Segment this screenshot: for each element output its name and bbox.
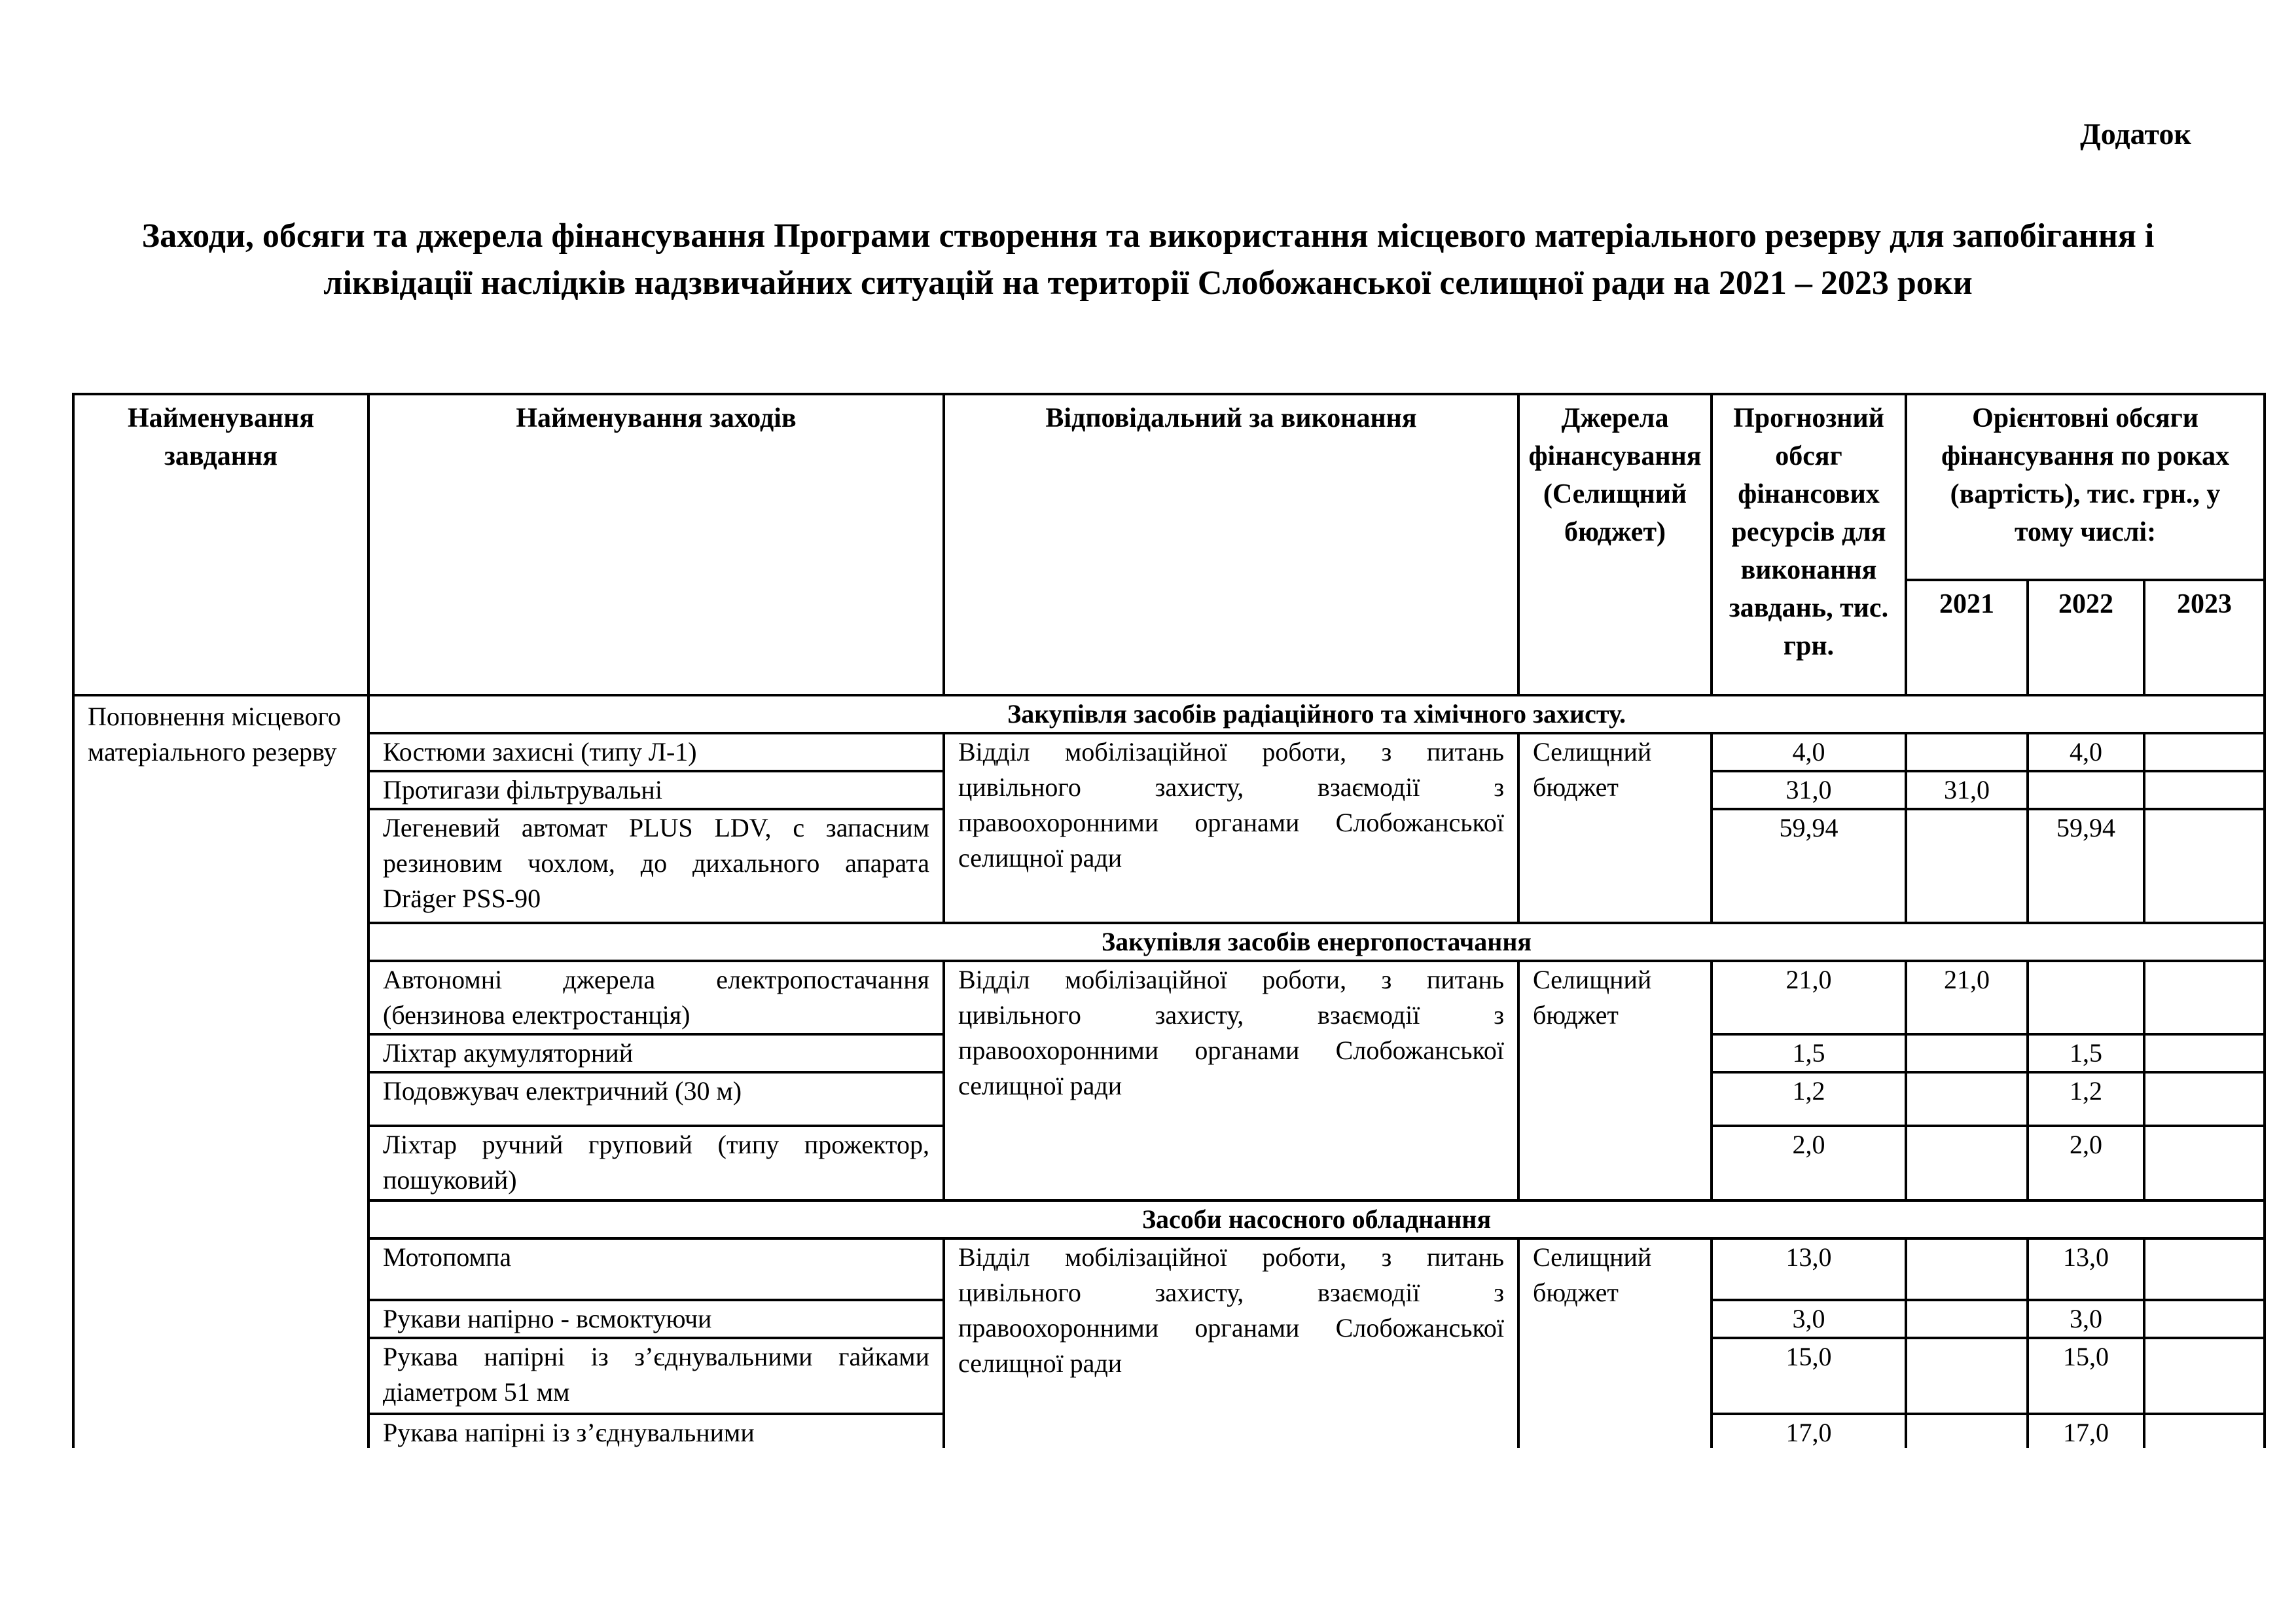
measure-name: Рукава напірні із з’єднувальними гайками…	[367, 1337, 945, 1415]
section-row: Засоби насосного обладнання	[73, 1199, 2266, 1240]
measure-name: Мотопомпа	[367, 1237, 945, 1301]
table-row: Легеневий автомат PLUS LDV, с запасним р…	[73, 808, 2266, 924]
forecast-total: 1,2	[1710, 1071, 1907, 1127]
forecast-total: 59,94	[1710, 808, 1907, 924]
amount-2021	[1905, 1299, 2029, 1339]
financing-table: Найменування завдання Найменування заход…	[72, 393, 2266, 1448]
header-year-2023: 2023	[2142, 579, 2266, 696]
measure-name: Костюми захисні (типу Л-1)	[367, 732, 945, 772]
measure-name: Рукава напірні із з’єднувальними	[367, 1413, 945, 1448]
document-title: Заходи, обсяги та джерела фінансування П…	[141, 217, 2155, 302]
amount-2023	[2142, 1299, 2266, 1339]
amount-2022: 1,5	[2026, 1033, 2145, 1074]
header-forecast: Прогнозний обсяг фінансових ресурсів для…	[1710, 393, 1907, 696]
measure-name: Подовжувач електричний (30 м)	[367, 1071, 945, 1127]
amount-2023	[2142, 1413, 2266, 1448]
header-source: Джерела фінансування (Селищний бюджет)	[1517, 393, 1713, 696]
forecast-total: 13,0	[1710, 1237, 1907, 1301]
amount-2023	[2142, 1237, 2266, 1301]
appendix-label: Додаток	[2080, 117, 2191, 151]
amount-2023	[2142, 1071, 2266, 1127]
header-responsible: Відповідальний за виконання	[942, 393, 1520, 696]
table-row: Рукави напірно - всмоктуючи 3,0 3,0	[73, 1299, 2266, 1339]
amount-2021	[1905, 1125, 2029, 1202]
amount-2022: 59,94	[2026, 808, 2145, 924]
amount-2023	[2142, 808, 2266, 924]
section-row: Поповнення місцевого матеріального резер…	[72, 694, 2266, 1448]
forecast-total: 21,0	[1710, 960, 1907, 1036]
amount-2022: 2,0	[2026, 1125, 2145, 1202]
source-cell: Селищний бюджет	[1517, 732, 1713, 924]
amount-2021	[1905, 1033, 2029, 1074]
responsible-cell: Відділ мобілізаційної роботи, з питань ц…	[942, 732, 1520, 924]
forecast-total: 15,0	[1710, 1337, 1907, 1415]
amount-2022	[2026, 770, 2145, 810]
amount-2023	[2142, 1337, 2266, 1415]
forecast-total: 2,0	[1710, 1125, 1907, 1202]
table-row: Мотопомпа Відділ мобілізаційної роботи, з…	[73, 1237, 2266, 1448]
table-row: Рукава напірні із з’єднувальними 17,0 17,0	[73, 1413, 2266, 1448]
table-row: Костюми захисні (типу Л-1) Відділ мобіліз…	[73, 732, 2266, 924]
table-row: Ліхтар акумуляторний 1,5 1,5	[73, 1033, 2266, 1074]
measure-name: Легеневий автомат PLUS LDV, с запасним р…	[367, 808, 945, 924]
table-body: Поповнення місцевого матеріального резер…	[72, 694, 2266, 1448]
amount-2022: 3,0	[2026, 1299, 2145, 1339]
amount-2022: 15,0	[2026, 1337, 2145, 1415]
amount-2021	[1905, 1413, 2029, 1448]
measure-name: Протигази фільтрувальні	[367, 770, 945, 810]
measure-name: Ліхтар ручний груповий (типу прожектор, …	[367, 1125, 945, 1202]
section-title: Закупівля засобів радіаційного та хімічн…	[367, 694, 2266, 734]
forecast-total: 1,5	[1710, 1033, 1907, 1074]
amount-2023	[2142, 960, 2266, 1036]
responsible-cell: Відділ мобілізаційної роботи, з питань ц…	[942, 960, 1520, 1202]
amount-2023	[2142, 770, 2266, 810]
amount-2022: 13,0	[2026, 1237, 2145, 1301]
forecast-total: 4,0	[1710, 732, 1907, 772]
amount-2022: 17,0	[2026, 1413, 2145, 1448]
header-year-2022: 2022	[2026, 579, 2145, 696]
measure-name: Рукави напірно - всмоктуючи	[367, 1299, 945, 1339]
task-name-cell: Поповнення місцевого матеріального резер…	[72, 694, 370, 1448]
forecast-total: 31,0	[1710, 770, 1907, 810]
table-row: Ліхтар ручний груповий (типу прожектор, …	[73, 1125, 2266, 1202]
table-row: Рукава напірні із з’єднувальними гайками…	[73, 1337, 2266, 1415]
source-cell: Селищний бюджет	[1517, 1237, 1713, 1448]
table-container: Найменування завдання Найменування заход…	[72, 393, 2266, 1448]
source-cell: Селищний бюджет	[1517, 960, 1713, 1202]
table-row: Подовжувач електричний (30 м) 1,2 1,2	[73, 1071, 2266, 1127]
amount-2021	[1905, 1337, 2029, 1415]
amount-2021	[1905, 1071, 2029, 1127]
amount-2022: 1,2	[2026, 1071, 2145, 1127]
amount-2021	[1905, 732, 2029, 772]
measure-name: Ліхтар акумуляторний	[367, 1033, 945, 1074]
measure-name: Автономні джерела електропостачання (бен…	[367, 960, 945, 1036]
header-year-2021: 2021	[1905, 579, 2029, 696]
header-task: Найменування завдання	[72, 393, 370, 696]
amount-2023	[2142, 1125, 2266, 1202]
amount-2021	[1905, 1237, 2029, 1301]
amount-2021: 31,0	[1905, 770, 2029, 810]
forecast-total: 3,0	[1710, 1299, 1907, 1339]
amount-2022	[2026, 960, 2145, 1036]
header-measures: Найменування заходів	[367, 393, 945, 696]
amount-2022: 4,0	[2026, 732, 2145, 772]
amount-2023	[2142, 732, 2266, 772]
section-title: Засоби насосного обладнання	[367, 1199, 2266, 1240]
table-row: Автономні джерела електропостачання (бен…	[73, 960, 2266, 1202]
header-by-years: Орієнтовні обсяги фінансування по роках …	[1904, 393, 2266, 581]
table-row: Протигази фільтрувальні 31,0 31,0	[73, 770, 2266, 810]
section-row: Закупівля засобів енергопостачання	[73, 922, 2266, 962]
amount-2021: 21,0	[1905, 960, 2029, 1036]
forecast-total: 17,0	[1710, 1413, 1907, 1448]
amount-2023	[2142, 1033, 2266, 1074]
amount-2021	[1905, 808, 2029, 924]
responsible-cell: Відділ мобілізаційної роботи, з питань ц…	[942, 1237, 1520, 1448]
section-title: Закупівля засобів енергопостачання	[367, 922, 2266, 962]
